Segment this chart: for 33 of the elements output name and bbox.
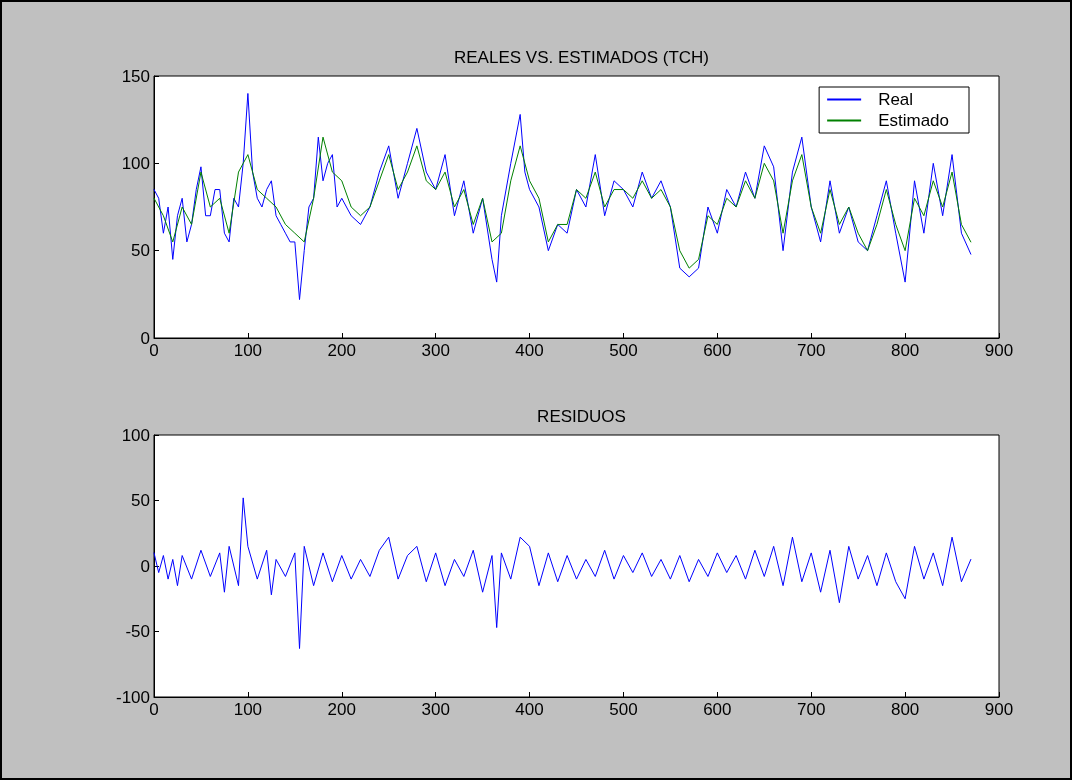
x-tick-label: 400 [515,700,544,719]
y-tick-label: -100 [115,687,150,707]
legend-label: Real [878,90,914,109]
x-tick-label: 300 [421,341,450,360]
y-tick-label: 0 [140,556,150,576]
y-tick-label: 100 [121,425,150,445]
x-tick-label: 200 [327,700,356,719]
line-series [153,497,972,650]
x-tick-label: 200 [327,341,356,360]
x-tick-label: 900 [984,341,1014,360]
y-tick-label: 100 [121,153,150,173]
x-tick-label: 100 [233,700,263,719]
x-tick-label: 700 [797,700,826,719]
x-tick-label: 600 [703,700,732,719]
x-tick-label: 800 [890,341,920,360]
y-tick-label: 50 [131,241,150,261]
line-series [153,136,972,269]
y-tick-label: 50 [131,491,150,510]
x-tick-label: 900 [984,700,1014,719]
x-tick-label: 300 [421,700,450,719]
x-tick-label: 500 [609,341,638,360]
x-tick-label: 400 [515,341,544,360]
line-series [153,92,972,301]
legend-label: Estimado [878,111,950,130]
chart-title: RESIDUOS [537,407,626,426]
y-tick-label: -50 [125,622,150,641]
x-tick-label: 800 [890,700,920,719]
x-tick-label: 100 [233,341,263,360]
chart-title: REALES VS. ESTIMADOS (TCH) [453,48,710,67]
x-tick-label: 500 [609,700,638,719]
x-tick-label: 600 [703,341,732,360]
y-tick-label: 150 [121,66,150,86]
x-tick-label: 700 [797,341,826,360]
